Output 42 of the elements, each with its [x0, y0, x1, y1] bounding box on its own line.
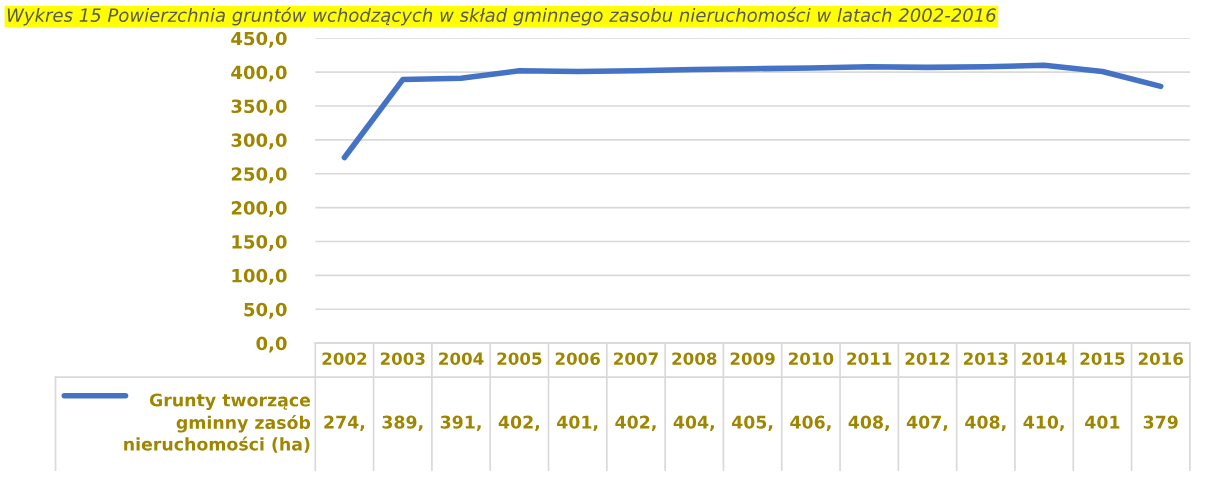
- x-tick-label: 2011: [847, 352, 892, 365]
- x-tick-label: 2005: [497, 352, 542, 365]
- data-label: 401,: [557, 415, 598, 431]
- legend-label: Grunty tworzące gminny zasób nieruchomości (ha): [124, 393, 311, 453]
- y-tick-label: 50,0: [244, 302, 287, 319]
- data-label: 391,: [440, 415, 481, 431]
- data-label: 407,: [906, 415, 948, 431]
- data-label: 406,: [790, 415, 831, 431]
- data-label: 402,: [498, 415, 540, 431]
- data-label: 389,: [382, 415, 423, 431]
- data-label: 402,: [615, 415, 656, 431]
- data-label: 408,: [965, 415, 1006, 431]
- y-tick-label: 350,0: [231, 99, 287, 116]
- data-label: 401: [1085, 415, 1120, 429]
- x-tick-label: 2007: [614, 352, 658, 365]
- data-label: 274,: [324, 415, 365, 431]
- y-tick-label: 0,0: [256, 336, 287, 353]
- x-tick-label: 2002: [322, 352, 367, 365]
- data-label: 379: [1143, 415, 1178, 429]
- x-tick-label: 2008: [672, 352, 717, 365]
- y-tick-label: 450,0: [231, 31, 287, 48]
- y-tick-label: 300,0: [231, 133, 287, 150]
- y-tick-label: 400,0: [231, 65, 287, 82]
- chart-title: Wykres 15 Powierzchnia gruntów wchodzących w skład gminnego zasobu nieruchomości w latach 2002-2016: [7, 7, 996, 26]
- data-label: 410,: [1023, 415, 1064, 431]
- x-tick-label: 2014: [1022, 352, 1067, 365]
- data-label: 405,: [731, 415, 773, 431]
- x-tick-label: 2009: [730, 352, 775, 365]
- data-label: 404,: [673, 415, 714, 431]
- data-label: 408,: [848, 415, 889, 431]
- y-tick-label: 250,0: [231, 167, 287, 184]
- x-tick-label: 2004: [439, 352, 484, 365]
- y-tick-label: 150,0: [232, 234, 287, 251]
- y-tick-label: 100,0: [232, 268, 287, 285]
- x-tick-label: 2003: [380, 352, 425, 365]
- y-tick-label: 200,0: [231, 201, 287, 218]
- x-tick-label: 2013: [963, 352, 1008, 365]
- x-tick-label: 2012: [905, 352, 950, 365]
- x-tick-label: 2010: [789, 352, 834, 365]
- x-tick-label: 2006: [555, 352, 600, 365]
- x-tick-label: 2015: [1080, 352, 1125, 365]
- x-tick-label: 2016: [1138, 352, 1184, 365]
